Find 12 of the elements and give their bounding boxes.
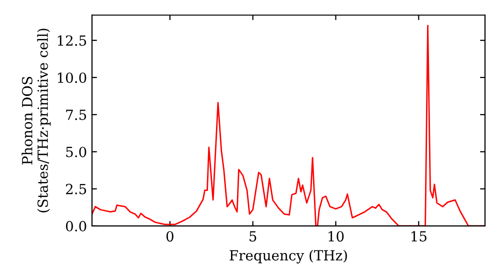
- y-tick-label: 7.5: [66, 110, 86, 120]
- y-tick-label: 5.0: [66, 146, 86, 158]
- y-tick-label: 12.5: [58, 35, 86, 46]
- y-tick-label: 0.0: [66, 220, 86, 232]
- x-axis-title: Frequency (THz): [230, 250, 347, 264]
- y-tick-label: 10.0: [58, 72, 86, 83]
- x-tick-label: 0: [166, 231, 174, 242]
- y-tick-label: 2.5: [66, 184, 86, 194]
- x-tick-label: 10: [328, 231, 344, 242]
- x-tick-label: 5: [250, 231, 256, 242]
- y-axis-title: Phonon DOS (States/THz·primitive cell): [22, 28, 51, 212]
- x-tick-label: 15: [412, 231, 426, 242]
